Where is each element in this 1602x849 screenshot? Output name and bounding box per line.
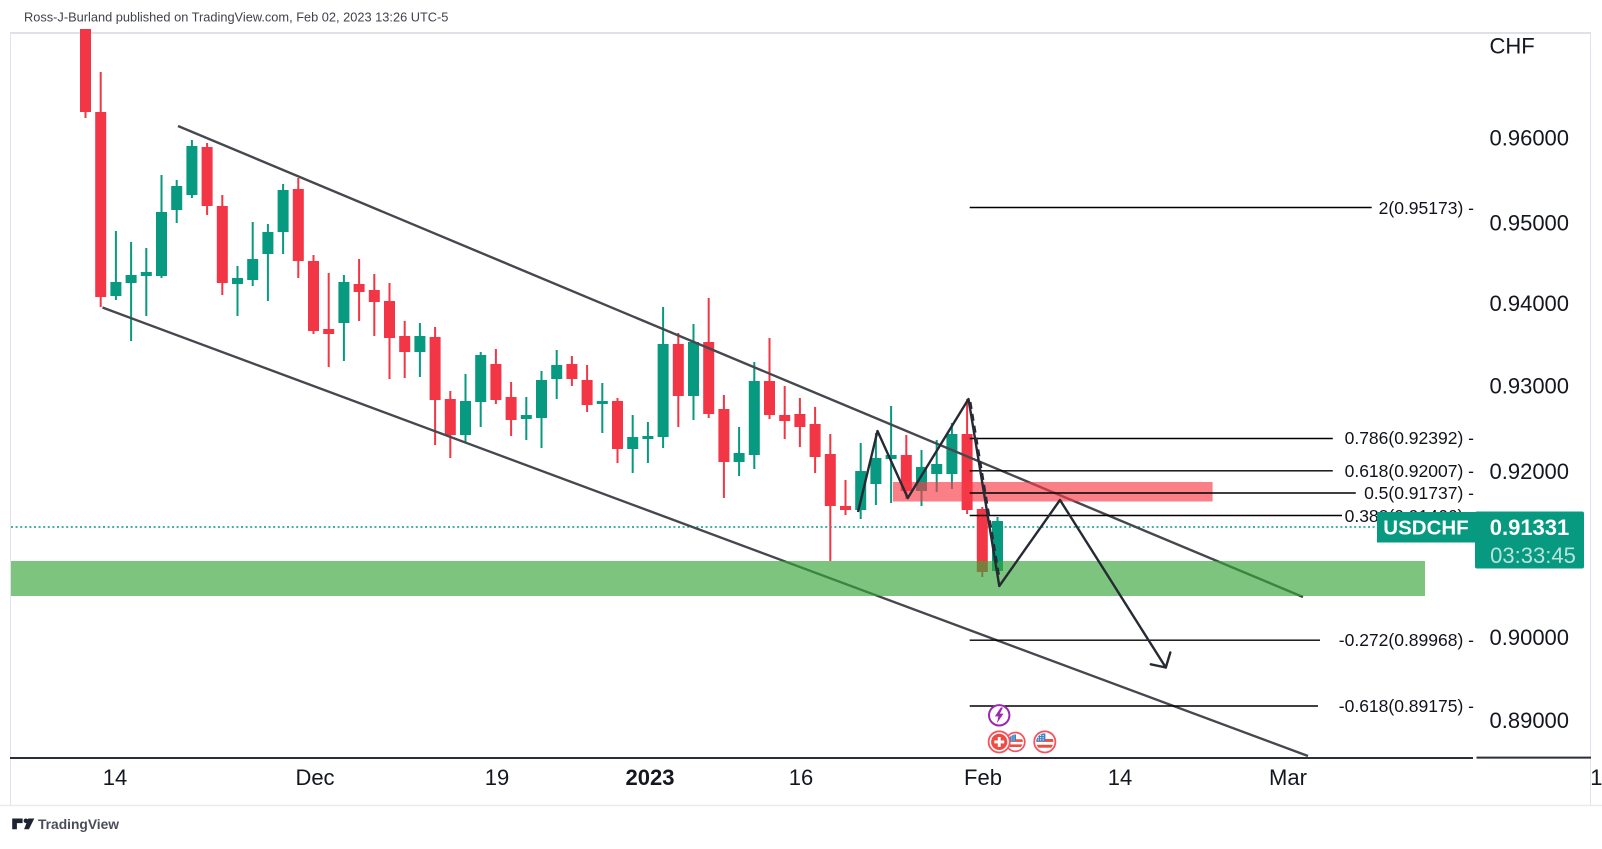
svg-text:0.92000: 0.92000	[1490, 459, 1570, 484]
svg-text:0.95000: 0.95000	[1490, 211, 1570, 236]
svg-text:Ross-J-Burland published on Tr: Ross-J-Burland published on TradingView.…	[24, 10, 448, 25]
svg-text:16: 16	[789, 765, 813, 790]
svg-text:0.96000: 0.96000	[1490, 126, 1570, 151]
svg-text:Mar: Mar	[1269, 765, 1307, 790]
svg-text:2(0.95173) -: 2(0.95173) -	[1379, 198, 1475, 218]
svg-text:CHF: CHF	[1490, 34, 1535, 59]
svg-text:03:33:45: 03:33:45	[1490, 543, 1576, 568]
svg-text:0.618(0.92007) -: 0.618(0.92007) -	[1345, 461, 1475, 481]
svg-text:0.89000: 0.89000	[1490, 708, 1570, 733]
svg-text:0.5(0.91737) -: 0.5(0.91737) -	[1364, 483, 1474, 503]
svg-text:0.94000: 0.94000	[1490, 291, 1570, 316]
svg-text:0.91331: 0.91331	[1490, 515, 1570, 540]
svg-text:0.786(0.92392) -: 0.786(0.92392) -	[1345, 428, 1475, 448]
svg-text:USDCHF: USDCHF	[1383, 517, 1468, 540]
svg-text:Dec: Dec	[295, 765, 334, 790]
svg-text:19: 19	[485, 765, 509, 790]
svg-text:Feb: Feb	[964, 765, 1002, 790]
svg-text:-0.272(0.89968) -: -0.272(0.89968) -	[1339, 630, 1474, 650]
svg-text:16: 16	[1590, 765, 1602, 790]
svg-text:2023: 2023	[626, 765, 675, 790]
svg-text:0.93000: 0.93000	[1490, 374, 1570, 399]
svg-text:14: 14	[1108, 765, 1132, 790]
svg-text:0.90000: 0.90000	[1490, 625, 1570, 650]
svg-text:14: 14	[103, 765, 127, 790]
svg-text:TradingView: TradingView	[38, 817, 119, 832]
svg-text:-0.618(0.89175) -: -0.618(0.89175) -	[1339, 696, 1474, 716]
